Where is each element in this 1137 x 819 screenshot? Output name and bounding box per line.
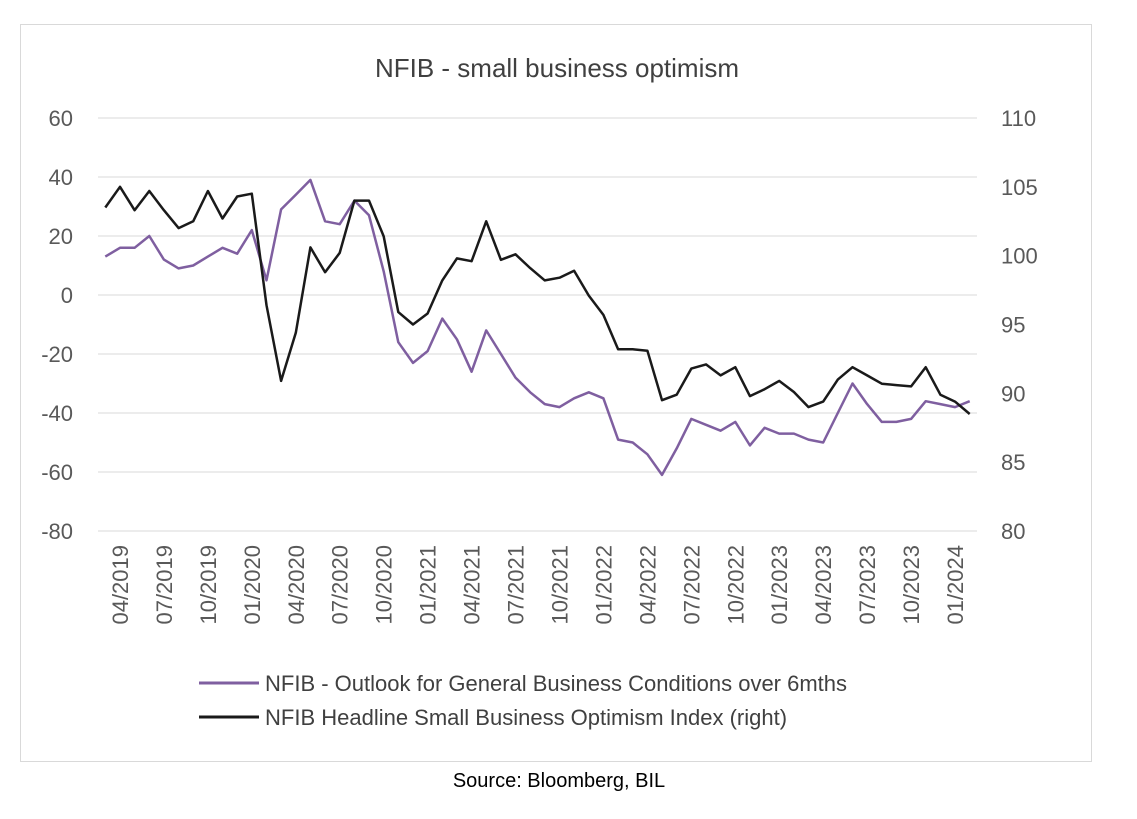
right-tick-label: 105 (1001, 175, 1038, 200)
left-tick-label: -60 (41, 460, 73, 485)
right-axis: 110 105 100 95 90 85 80 (1001, 106, 1038, 544)
x-tick-label: 04/2023 (811, 545, 836, 625)
x-tick-label: 04/2019 (108, 545, 133, 625)
source-note: Source: Bloomberg, BIL (452, 770, 666, 792)
left-tick-label: 40 (49, 165, 73, 190)
x-tick-label: 01/2023 (767, 545, 792, 625)
legend: NFIB - Outlook for General Business Cond… (199, 671, 847, 730)
chart-title: NFIB - small business optimism (375, 53, 739, 83)
x-tick-label: 01/2021 (416, 545, 441, 625)
x-tick-label: 07/2022 (679, 545, 704, 625)
x-tick-label: 10/2022 (723, 545, 748, 625)
right-tick-label: 85 (1001, 450, 1025, 475)
right-tick-label: 80 (1001, 519, 1025, 544)
x-tick-label: 07/2019 (152, 545, 177, 625)
gridlines (98, 117, 977, 532)
chart-frame: NFIB - small business optimism 60 40 20 0 -2… (20, 24, 1092, 762)
x-axis: 04/2019 07/2019 10/2019 01/2020 04/2020 07/20… (108, 545, 968, 625)
left-tick-label: -80 (41, 519, 73, 544)
right-tick-label: 110 (1001, 106, 1036, 131)
right-tick-label: 90 (1001, 381, 1025, 406)
left-tick-label: -40 (41, 401, 73, 426)
x-tick-label: 04/2020 (284, 545, 309, 625)
x-tick-label: 10/2021 (547, 545, 572, 625)
x-tick-label: 01/2020 (240, 545, 265, 625)
legend-label-outlook: NFIB - Outlook for General Business Cond… (265, 671, 847, 696)
x-tick-label: 01/2024 (943, 545, 968, 625)
x-tick-label: 07/2020 (328, 545, 353, 625)
x-tick-label: 04/2021 (460, 545, 485, 625)
x-tick-label: 07/2023 (855, 545, 880, 625)
x-tick-label: 10/2019 (196, 545, 221, 625)
left-tick-label: -20 (41, 342, 73, 367)
x-tick-label: 04/2022 (635, 545, 660, 625)
series-line-headline (104, 185, 971, 415)
legend-label-headline: NFIB Headline Small Business Optimism In… (265, 705, 787, 730)
left-tick-label: 20 (49, 224, 73, 249)
series-lines (104, 178, 971, 477)
chart-svg: NFIB - small business optimism 60 40 20 0 -2… (41, 53, 1038, 730)
x-tick-label: 10/2023 (899, 545, 924, 625)
x-tick-label: 07/2021 (504, 545, 529, 625)
right-tick-label: 95 (1001, 313, 1025, 338)
left-tick-label: 0 (61, 283, 73, 308)
series-line-outlook (104, 178, 971, 477)
right-tick-label: 100 (1001, 244, 1038, 269)
x-tick-label: 01/2022 (591, 545, 616, 625)
left-tick-label: 60 (49, 106, 73, 131)
left-axis: 60 40 20 0 -20 -40 -60 -80 (41, 106, 73, 544)
x-tick-label: 10/2020 (372, 545, 397, 625)
